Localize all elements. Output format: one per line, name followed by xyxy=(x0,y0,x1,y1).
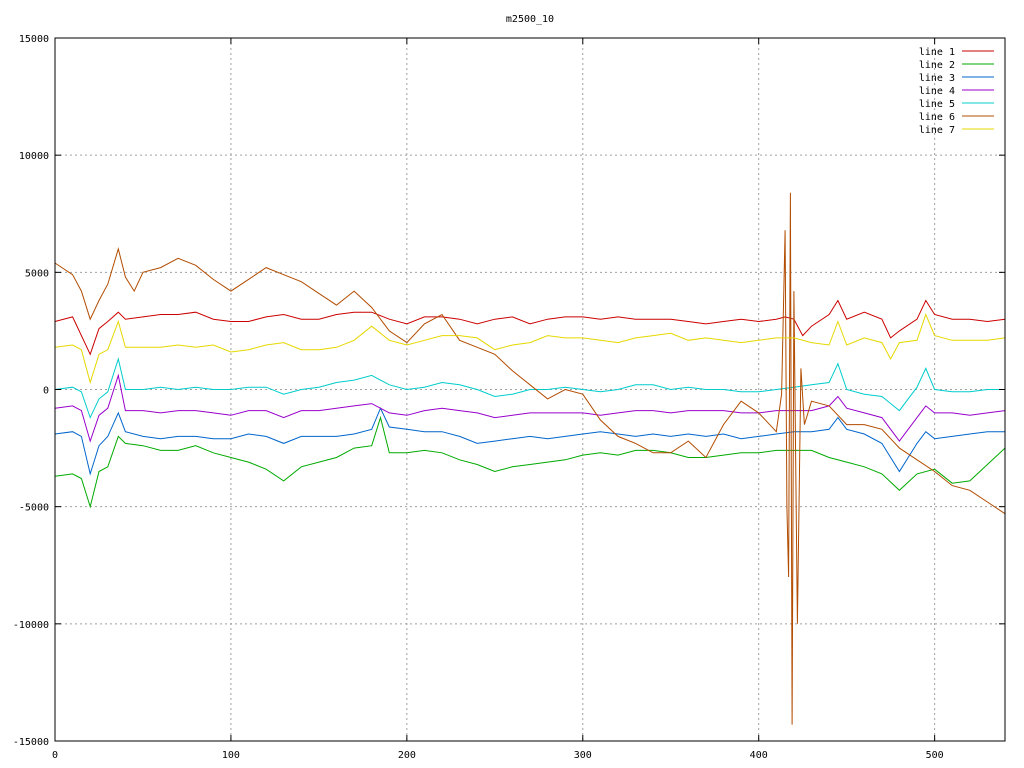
series-lines xyxy=(54,192,1006,725)
series-line-1 xyxy=(54,299,1006,356)
legend-label: line 6 xyxy=(919,112,955,123)
legend-label: line 5 xyxy=(919,99,955,110)
y-tick-label: 5000 xyxy=(25,268,49,279)
series-line-2 xyxy=(54,415,1006,509)
legend: line 1 line 2 line 3 line 4 line 5 line 6 line… xyxy=(919,47,994,136)
y-tick-label: 0 xyxy=(43,386,49,397)
series-line-5 xyxy=(54,357,1005,419)
legend-label: line 2 xyxy=(919,60,955,71)
x-tick-label: 100 xyxy=(222,750,240,761)
series-line-7 xyxy=(54,313,1006,385)
x-tick-label: 200 xyxy=(398,750,416,761)
y-tick-label: -10000 xyxy=(13,620,49,631)
legend-label: line 4 xyxy=(919,86,955,97)
y-tick-label: 15000 xyxy=(19,34,49,45)
y-tick-label: -5000 xyxy=(19,503,49,514)
y-tick-label: 10000 xyxy=(19,151,49,162)
legend-label: line 3 xyxy=(919,73,955,84)
series-line-6 xyxy=(54,192,1006,725)
legend-label: line 1 xyxy=(919,47,955,58)
y-tick-label: -15000 xyxy=(13,737,49,748)
series-line-4 xyxy=(54,373,1006,443)
x-tick-label: 0 xyxy=(52,750,58,761)
x-tick-label: 500 xyxy=(926,750,944,761)
chart-title: m2500_10 xyxy=(506,14,554,25)
axis-ticks: -15000 -10000 -5000 0 5000 10000 15000 0 100 200 3… xyxy=(13,34,1005,761)
legend-label: line 7 xyxy=(919,125,955,136)
x-tick-label: 300 xyxy=(574,750,592,761)
series-line-3 xyxy=(54,406,1005,476)
x-tick-label: 400 xyxy=(750,750,768,761)
